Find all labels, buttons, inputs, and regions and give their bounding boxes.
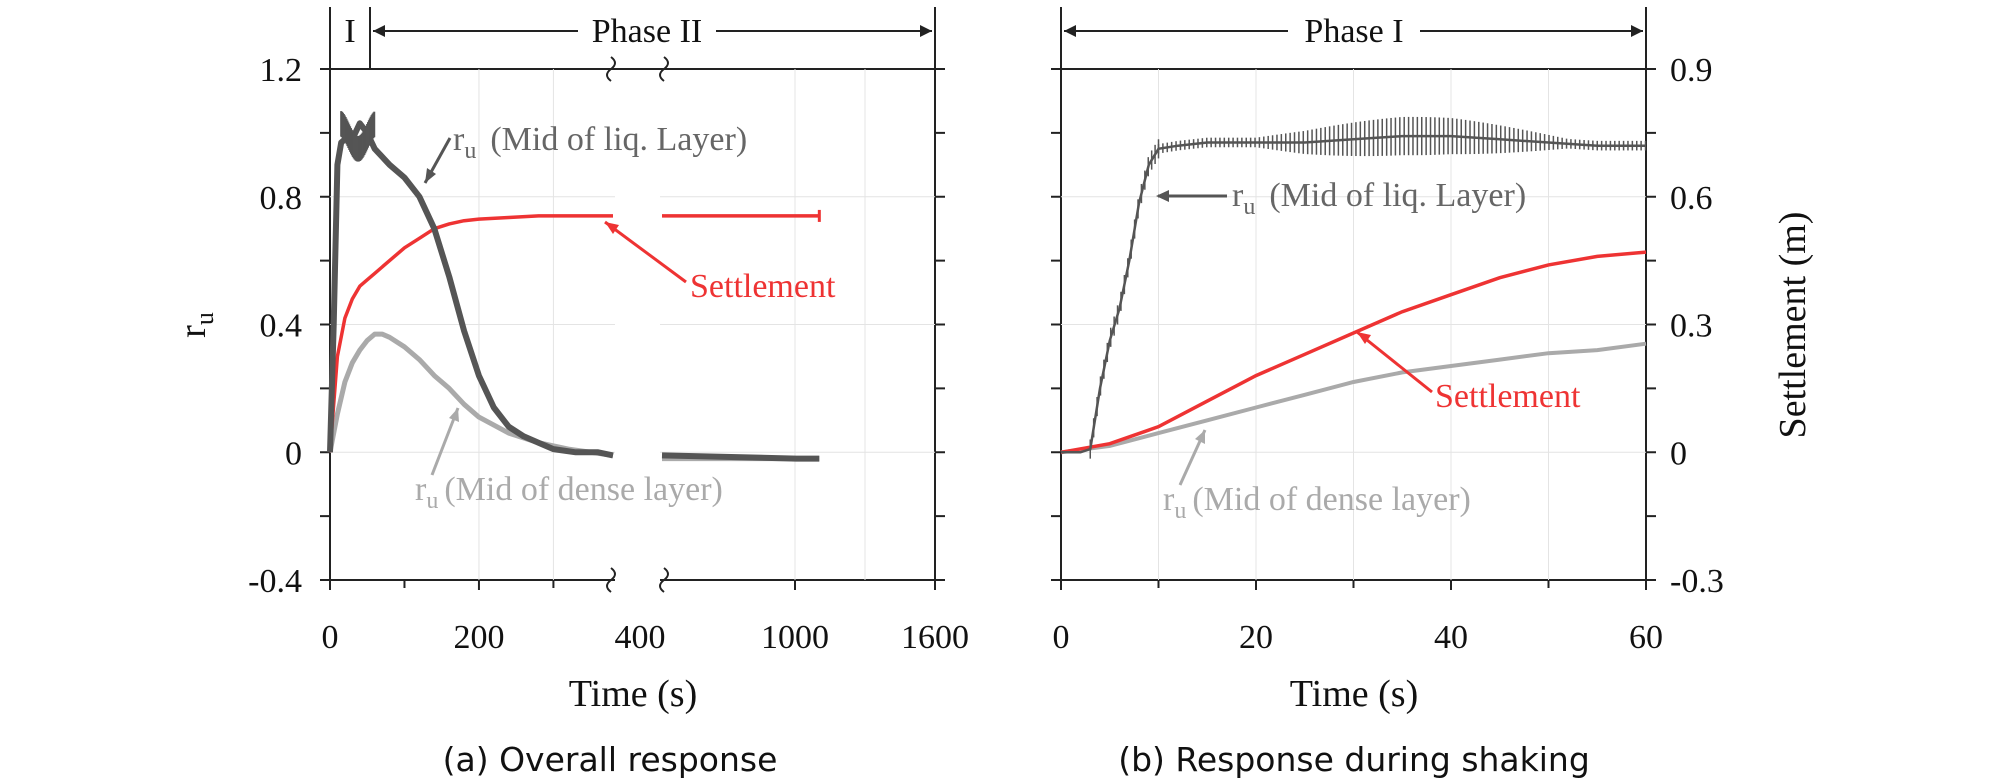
- caption-panel-a: (a) Overall response: [442, 740, 778, 779]
- axis-break-gap-bottom: [615, 570, 660, 592]
- panel-b-x-axis-title: Time (s): [1290, 673, 1418, 715]
- y2-tick-label: 0.6: [1670, 180, 1713, 217]
- phase-i-label-b: Phase I: [1304, 13, 1403, 50]
- x-tick-label: 0: [1053, 619, 1070, 656]
- series-dense-layer-line: [327, 331, 614, 458]
- arrowhead-dense-layer-b: [1195, 430, 1205, 444]
- liq-rise-jitter-b: [1089, 139, 1160, 459]
- y2-tick-label: 0: [1670, 435, 1687, 472]
- x-tick-label: 200: [453, 619, 504, 656]
- series-settlement-line: [328, 214, 613, 453]
- label-dense-rest-b: (Mid of dense layer): [1192, 481, 1471, 518]
- axis-break-mark-bottom-right: [659, 567, 669, 593]
- axis-break-mark-top-left: [606, 56, 616, 82]
- axis-break-mark-top-right: [659, 56, 669, 82]
- y-tick-label: 0.8: [260, 180, 303, 217]
- arrowhead-liq-layer-b: [1156, 190, 1169, 202]
- panel-a-gridlines: [330, 69, 935, 580]
- label-dense-sub-b: u: [1174, 498, 1186, 524]
- x-tick-label: 0: [322, 619, 339, 656]
- phase-i-label-a: I: [344, 13, 355, 50]
- panel-a-ticks: -0.4 0 0.4 0.8 1.2 0 200 400 1000 1600: [248, 52, 969, 656]
- phase-ii-arrowhead-right: [920, 25, 932, 37]
- panel-a-x-axis-title: Time (s): [569, 673, 697, 715]
- phase-i-arrowhead-left: [1064, 25, 1076, 37]
- x-tick-label: 400: [615, 619, 666, 656]
- y-tick-label: 0.4: [260, 308, 303, 345]
- arrow-settlement-a: [604, 220, 687, 284]
- label-dense-sub: u: [426, 488, 438, 514]
- axis-break-gap: [615, 70, 660, 579]
- label-settlement-a: Settlement: [690, 268, 836, 305]
- x-tick-label: 1000: [761, 619, 829, 656]
- label-liq-r-b: r: [1232, 177, 1244, 214]
- arrowhead-settlement-b: [1357, 332, 1371, 344]
- panel-b-gridlines: [1061, 69, 1646, 580]
- label-liq-rest-b: (Mid of liq. Layer): [1269, 177, 1526, 214]
- arrowhead-liq-layer-a: [425, 168, 436, 183]
- panel-a-series: [327, 111, 821, 462]
- label-liq-sub: u: [464, 138, 476, 164]
- y2-tick-label: 0.9: [1670, 52, 1713, 89]
- x-tick-label: 1600: [901, 619, 969, 656]
- label-dense-r-b: r: [1163, 481, 1175, 518]
- panel-b-ticks: -0.3 0 0.3 0.6 0.9 0 20 40 60: [1051, 52, 1724, 656]
- arrowhead-dense-layer-a: [449, 408, 459, 422]
- liq-oscillation-band-b: [1157, 116, 1647, 157]
- series-dense-layer-b: [1060, 341, 1647, 455]
- panel-b-y2-axis-title: Settlement (m): [1772, 212, 1814, 439]
- y-tick-label: 1.2: [260, 52, 303, 89]
- series-liq-layer-line-after-break: [661, 452, 820, 462]
- panel-b-response-during-shaking: -0.3 0 0.3 0.6 0.9 0 20 40 60 Phase I Time (s) S…: [1051, 7, 1814, 715]
- caption-panel-b: (b) Response during shaking: [1118, 740, 1590, 779]
- series-settlement: [328, 209, 821, 453]
- arrow-settlement-b: [1356, 330, 1433, 394]
- phase-i-arrowhead-right: [1631, 25, 1643, 37]
- label-liq-r: r: [453, 121, 465, 158]
- label-settlement-b: Settlement: [1435, 378, 1581, 415]
- axis-break-mark-bottom-left: [606, 567, 616, 593]
- series-settlement-b: [1060, 250, 1647, 455]
- label-dense-rest: (Mid of dense layer): [444, 471, 723, 508]
- y2-tick-label: -0.3: [1670, 563, 1724, 600]
- label-liq-layer-a: ru (Mid of liq. Layer): [453, 121, 747, 164]
- panel-b-series: [1060, 116, 1647, 459]
- x-tick-label: 40: [1434, 619, 1468, 656]
- y-tick-label: -0.4: [248, 563, 302, 600]
- label-liq-layer-b: ru (Mid of liq. Layer): [1232, 177, 1526, 220]
- label-liq-sub-b: u: [1243, 194, 1255, 220]
- series-dense-layer: [327, 331, 820, 462]
- phase-ii-label: Phase II: [592, 13, 702, 50]
- label-dense-layer-a: ru (Mid of dense layer): [415, 471, 723, 514]
- series-liq-layer-line: [327, 120, 614, 459]
- x-tick-label: 20: [1239, 619, 1273, 656]
- liq-oscillation-band: [340, 111, 376, 162]
- panel-a-y-axis-title: ru: [172, 312, 219, 338]
- label-dense-r: r: [415, 471, 427, 508]
- y-axis-title-r: r: [172, 325, 214, 338]
- arrowhead-settlement-a: [605, 222, 619, 234]
- panel-a-overall-response: -0.4 0 0.4 0.8 1.2 0 200 400 1000 1600 I Phase II…: [172, 7, 969, 715]
- label-dense-layer-b: ru (Mid of dense layer): [1163, 481, 1471, 524]
- y-tick-label: 0: [285, 435, 302, 472]
- phase-ii-arrowhead-left: [373, 25, 385, 37]
- y2-tick-label: 0.3: [1670, 308, 1713, 345]
- label-liq-rest: (Mid of liq. Layer): [490, 121, 747, 158]
- y-axis-title-sub: u: [190, 312, 219, 325]
- x-tick-label: 60: [1629, 619, 1663, 656]
